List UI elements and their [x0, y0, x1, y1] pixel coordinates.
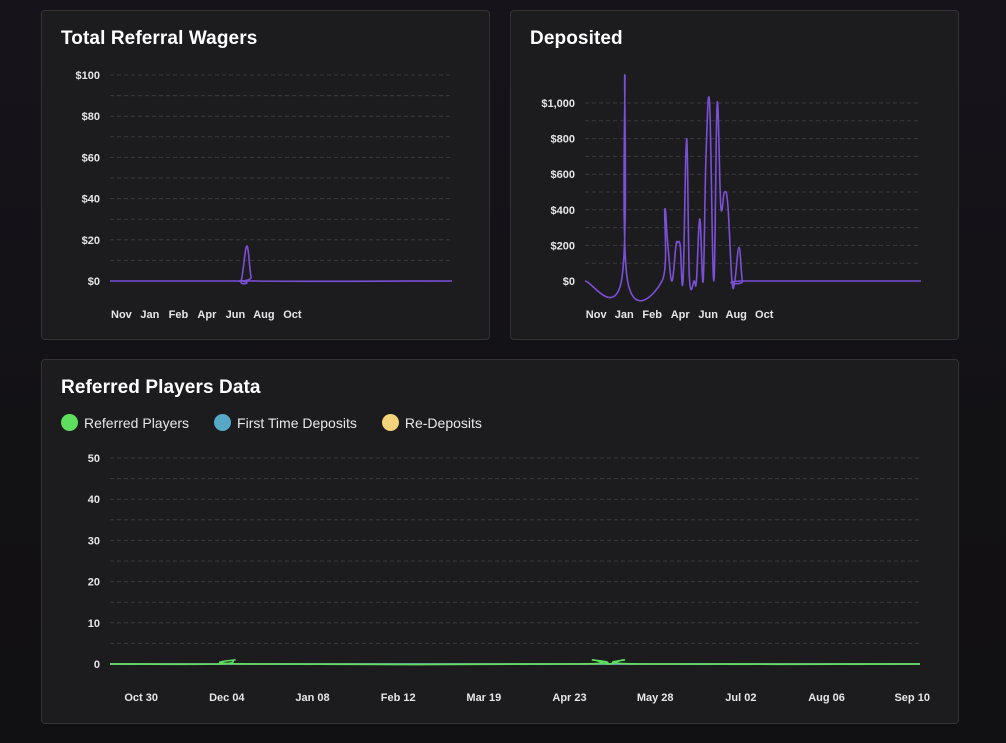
legend-first-time-deposits[interactable]: First Time Deposits	[214, 414, 357, 431]
wagers-x-tick-label: Apr	[197, 309, 217, 321]
players-series-line	[109, 659, 921, 666]
deposited-x-tick-label: Jan	[615, 309, 634, 321]
deposited-chart: $0 $200 $400 $600 $800 $1,000 Nov Jan Feb Apr Jun A…	[541, 73, 921, 321]
players-y-tick-label: 30	[88, 535, 100, 547]
wagers-series-line	[110, 245, 453, 285]
wagers-x-tick-label: Jun	[226, 309, 246, 321]
deposited-x-tick-label: Nov	[586, 309, 608, 321]
deposited-x-tick-label: Aug	[726, 309, 747, 321]
legend-re-deposits-dot	[381, 414, 399, 431]
players-y-tick-label: 50	[88, 453, 100, 465]
legend-re-deposits-label: Re-Deposits	[404, 414, 482, 431]
players-x-tick-label: Sep 10	[894, 692, 929, 704]
players-legend: Referred Players First Time Deposits Re-…	[61, 414, 482, 431]
wagers-y-tick-label: $40	[82, 194, 100, 206]
players-y-tick-label: 10	[88, 618, 100, 630]
players-x-tick-label: Mar 19	[466, 692, 501, 704]
wagers-x-tick-label: Nov	[111, 309, 133, 321]
wagers-x-tick-label: Oct	[283, 309, 302, 321]
deposited-y-tick-label: $1,000	[541, 98, 575, 110]
players-x-tick-label: Oct 30	[124, 692, 158, 704]
legend-first-time-label: First Time Deposits	[237, 414, 357, 431]
players-x-tick-label: Dec 04	[209, 692, 245, 704]
deposited-x-tick-label: Jun	[698, 309, 718, 321]
wagers-x-tick-label: Feb	[169, 309, 189, 321]
legend-referred-dot	[61, 414, 78, 431]
legend-re-deposits[interactable]: Re-Deposits	[381, 414, 482, 431]
legend-first-time-dot	[214, 414, 232, 431]
wagers-y-tick-label: $100	[76, 70, 100, 82]
players-chart: 0 10 20 30 40 50 Oct 30 Dec 04 Jan 08 Feb 12 Mar 1…	[88, 453, 930, 704]
deposited-series-line	[584, 73, 921, 302]
players-y-tick-label: 0	[94, 659, 100, 671]
wagers-card: Total Referral Wagers $0 $20 $40 $60 $80 $100…	[41, 10, 490, 340]
players-y-tick-label: 20	[88, 577, 100, 589]
deposited-y-tick-label: $800	[551, 134, 575, 146]
players-x-tick-label: Jul 02	[725, 692, 756, 704]
deposited-y-tick-label: $600	[551, 169, 575, 181]
deposited-card: Deposited $0 $200 $400 $600 $800 $1,000 Nov Jan…	[510, 10, 959, 340]
players-x-tick-label: May 28	[637, 692, 674, 704]
wagers-chart: $0 $20 $40 $60 $80 $100 Nov Jan Feb Apr Jun Aug Oct	[76, 70, 453, 321]
deposited-x-tick-label: Apr	[671, 309, 691, 321]
deposited-title: Deposited	[530, 28, 623, 49]
wagers-y-tick-label: $0	[88, 276, 100, 288]
legend-referred-players[interactable]: Referred Players	[61, 414, 189, 431]
deposited-y-tick-label: $0	[563, 276, 575, 288]
players-x-tick-label: Feb 12	[381, 692, 416, 704]
wagers-x-tick-label: Aug	[253, 309, 274, 321]
players-x-tick-label: Apr 23	[552, 692, 586, 704]
wagers-y-tick-label: $20	[82, 235, 100, 247]
deposited-y-tick-label: $200	[551, 240, 575, 252]
deposited-x-tick-label: Oct	[755, 309, 774, 321]
players-x-tick-label: Jan 08	[295, 692, 329, 704]
players-y-tick-label: 40	[88, 494, 100, 506]
wagers-y-tick-label: $60	[82, 152, 100, 164]
wagers-y-tick-label: $80	[82, 111, 100, 123]
legend-referred-label: Referred Players	[84, 414, 190, 431]
wagers-title: Total Referral Wagers	[61, 28, 258, 49]
players-title: Referred Players Data	[61, 377, 261, 398]
deposited-x-tick-label: Feb	[642, 309, 662, 321]
players-card: Referred Players Data Referred Players F…	[41, 359, 959, 724]
players-x-tick-label: Aug 06	[808, 692, 845, 704]
deposited-y-tick-label: $400	[551, 205, 575, 217]
wagers-x-tick-label: Jan	[140, 309, 159, 321]
